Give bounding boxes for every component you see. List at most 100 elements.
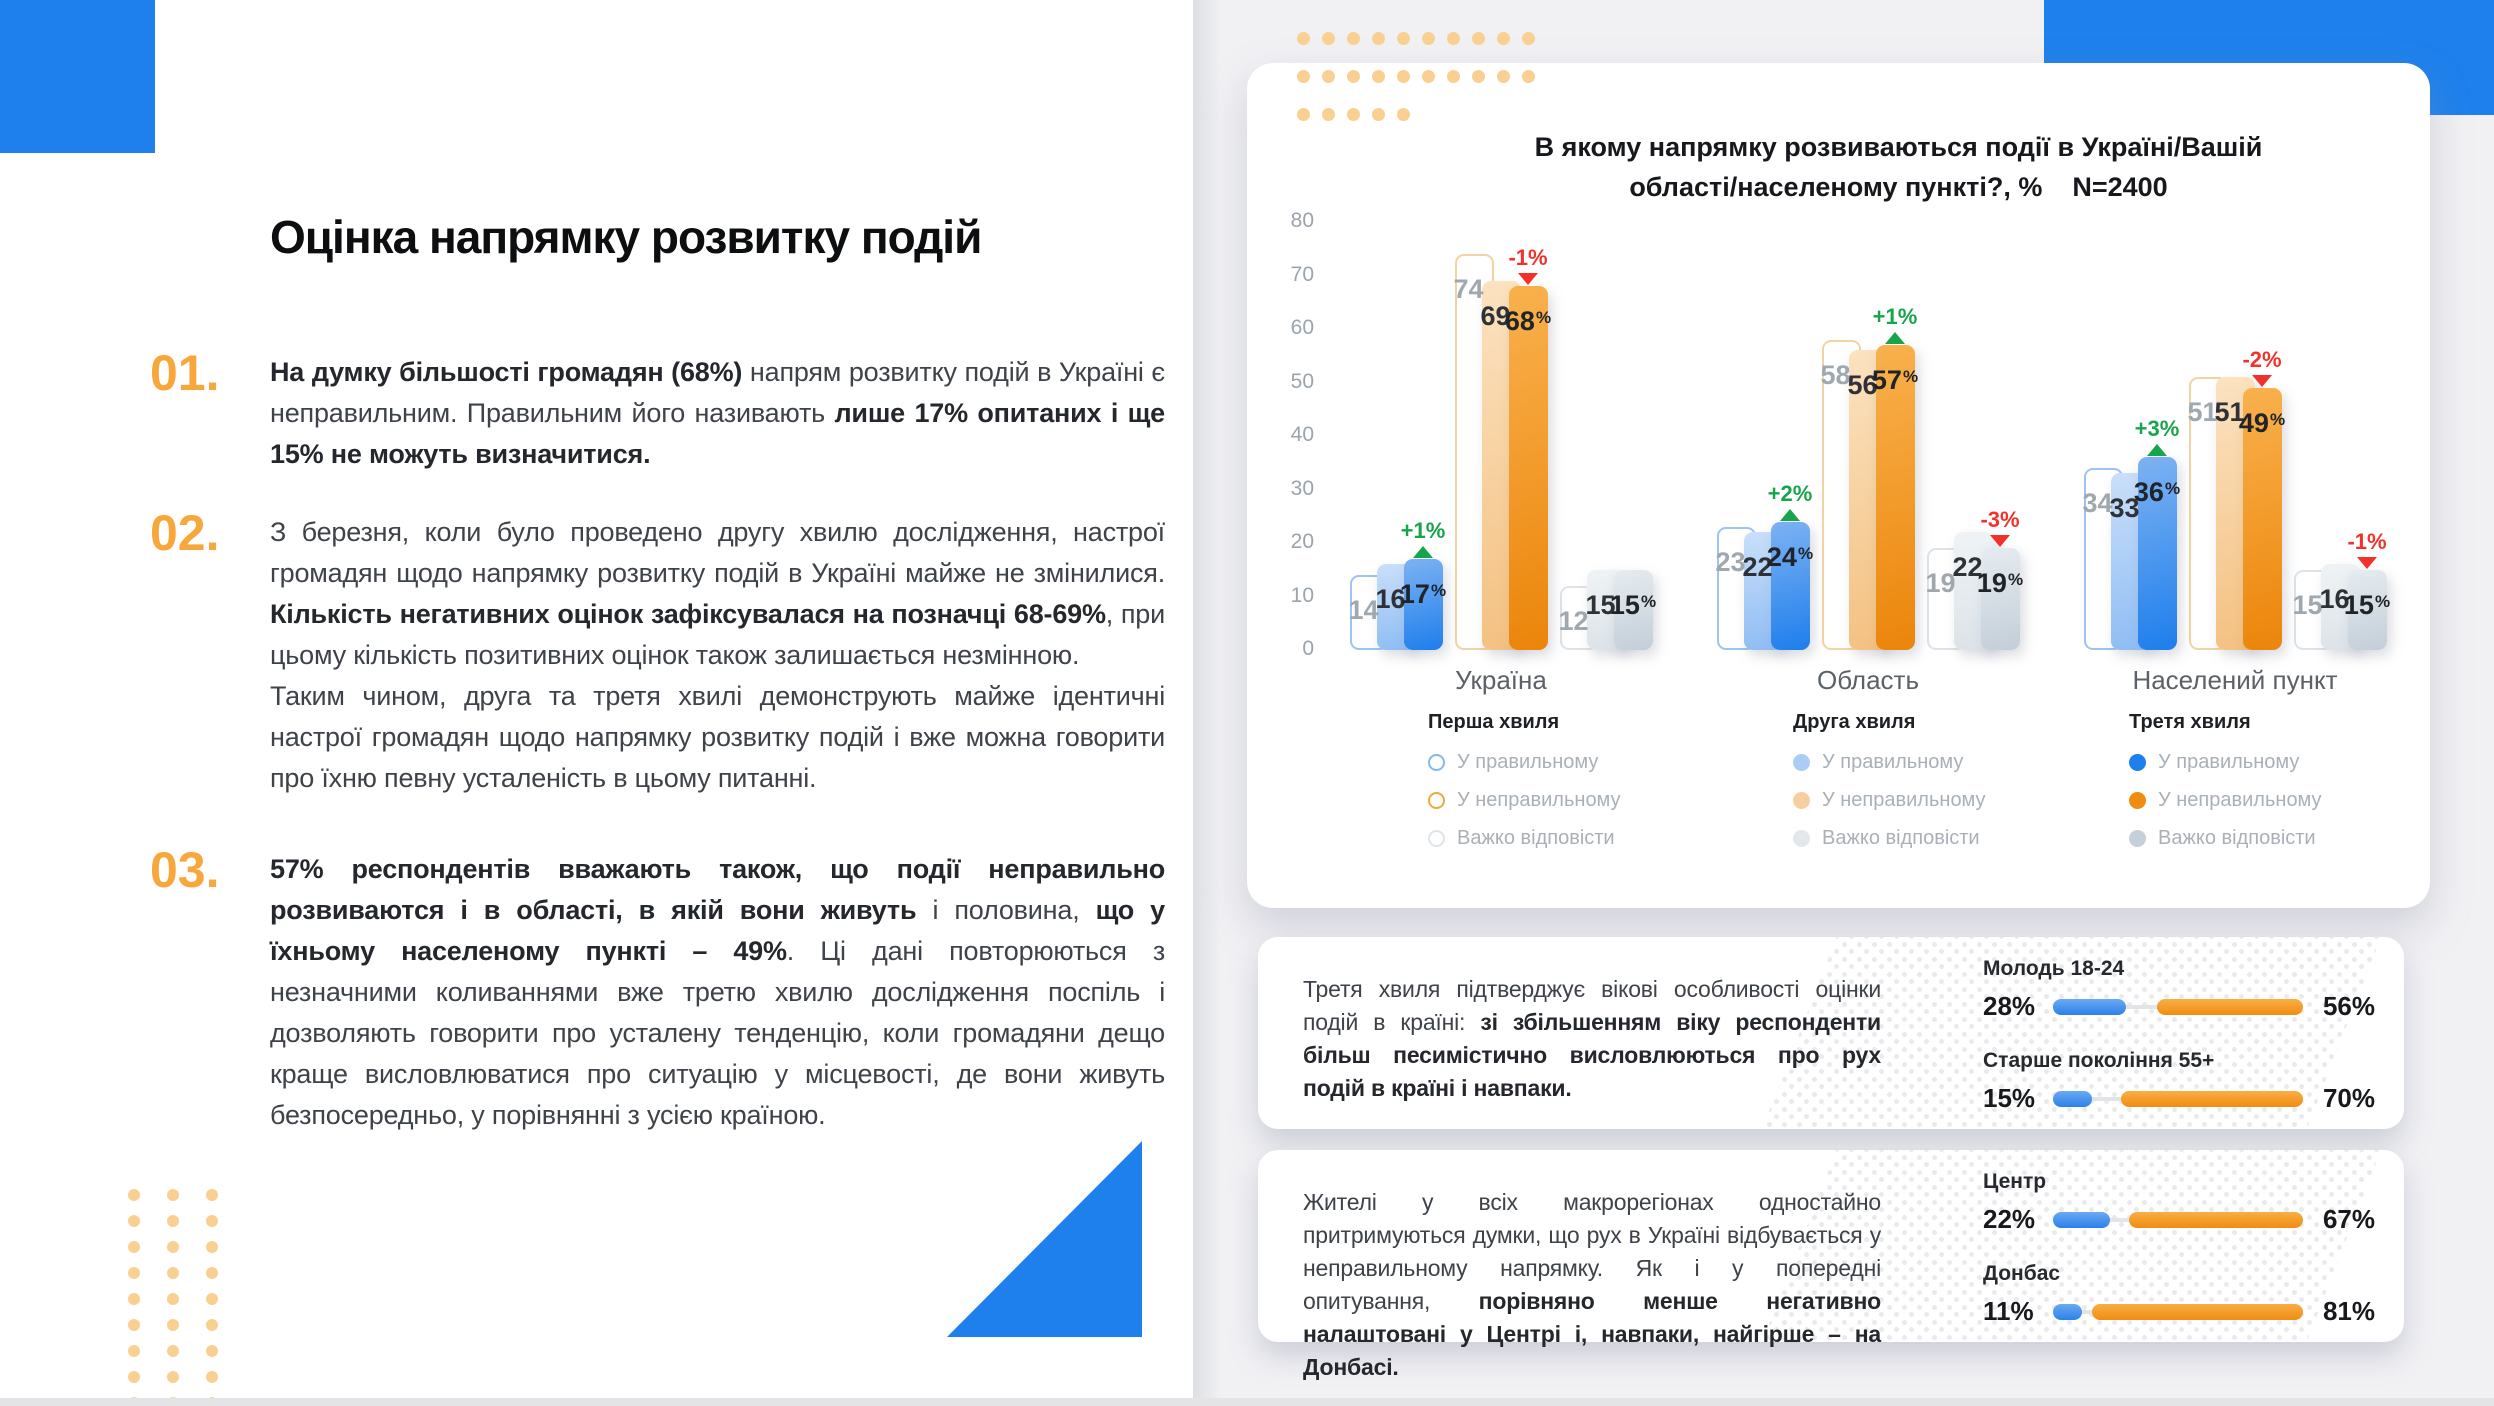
- bar-value-label: 49%: [2238, 407, 2286, 438]
- delta-arrow-down-icon: [2357, 556, 2377, 569]
- insight-card-1: Третя хвиля підтверджує вікові особливос…: [1258, 937, 2404, 1129]
- yellow-dot: [128, 1293, 140, 1305]
- percent-sign: %: [1902, 367, 1919, 387]
- legend-label: У неправильному: [1822, 788, 1986, 811]
- legend-label: У неправильному: [1457, 788, 1621, 811]
- yellow-dot: [1347, 32, 1360, 45]
- bar-value-label: 34: [2082, 488, 2113, 519]
- stat-left-bar: [2053, 998, 2126, 1015]
- text-segment: Третя хвиля підтверджує вікові особливос…: [1303, 976, 1881, 1035]
- percent-sign: %: [1535, 308, 1552, 328]
- percent-sign: %: [2374, 591, 2391, 611]
- delta-badge: +3%: [2112, 416, 2202, 457]
- yellow-dot: [206, 1293, 218, 1305]
- percent-sign: %: [1430, 581, 1447, 601]
- bar-value-label: 14: [1348, 595, 1379, 626]
- insight-card-2: Жителі у всіх макрорегіонах одностайно п…: [1258, 1150, 2404, 1380]
- bar-value-label: 58: [1820, 359, 1851, 390]
- stat-left-bar: [2053, 1303, 2082, 1320]
- yellow-dot: [1297, 32, 1310, 45]
- stat-left-value: 22%: [1983, 1204, 2036, 1234]
- yellow-dot: [1447, 70, 1460, 83]
- yellow-dot: [1347, 108, 1360, 121]
- delta-text: -3%: [1980, 507, 2020, 533]
- legend-label: У неправильному: [2158, 788, 2322, 811]
- text-segment: З березня, коли було проведено другу хви…: [270, 517, 1173, 588]
- yellow-dot: [206, 1241, 218, 1253]
- text-segment: що у їхньому населеному пункті – 49%: [270, 895, 1173, 966]
- yellow-dot: [206, 1319, 218, 1331]
- delta-badge: +1%: [1378, 518, 1468, 559]
- stat-right-bar: [2121, 1090, 2303, 1107]
- text-segment: . Ці дані повторюються з незначними коли…: [270, 936, 1173, 1130]
- stat-label: Молодь 18-24: [1983, 957, 2125, 980]
- yellow-dot: [1372, 108, 1385, 121]
- stat-label: Центр: [1983, 1170, 2047, 1193]
- point-2: 02. З березня, коли було проведено другу …: [150, 505, 1165, 799]
- chart-bar-wrong-wave3: [2242, 387, 2282, 650]
- stat-row: Молодь 18-24 28% 56%: [1983, 957, 2375, 1022]
- text-segment: і половина,: [932, 895, 1096, 925]
- yellow-dot: [1397, 108, 1410, 121]
- ytick-label: 0: [1302, 637, 1314, 660]
- yellow-dot: [128, 1189, 140, 1201]
- bar-value-label: 23: [1715, 546, 1746, 577]
- text-segment: Кількість негативних оцінок зафіксувалас…: [270, 599, 1106, 629]
- yellow-dot: [1322, 108, 1335, 121]
- yellow-dot: [1297, 108, 1310, 121]
- legend-item: Важко відповісти: [2129, 826, 2459, 850]
- legend-label: Важко відповісти: [1822, 826, 1980, 849]
- text-segment: напрям розвитку подій в Україні є неправ…: [270, 357, 1173, 428]
- delta-text: +3%: [2134, 416, 2180, 442]
- stat-left-value: 28%: [1983, 991, 2036, 1021]
- stat-right-bar: [2157, 998, 2303, 1015]
- legend-swatch-hard-icon: [1793, 829, 1810, 847]
- group-label: Україна: [1455, 665, 1547, 695]
- yellow-dot: [1347, 70, 1360, 83]
- bar-value-label: 15%: [2343, 589, 2391, 620]
- legend-label: Важко відповісти: [1457, 826, 1615, 849]
- point-number: 01.: [150, 345, 220, 401]
- bar-value-label: 51: [2214, 397, 2245, 428]
- yellow-dot: [128, 1241, 140, 1253]
- percent-sign: %: [2164, 479, 2181, 499]
- legend-label: У правильному: [1457, 750, 1599, 773]
- chart-bar-right-wave3: [2137, 457, 2177, 650]
- yellow-dot: [206, 1267, 218, 1279]
- chart-bar-wrong-wave3: [1508, 286, 1548, 650]
- stat-label: Старше покоління 55+: [1983, 1049, 2215, 1072]
- ytick-label: 40: [1290, 423, 1314, 446]
- stat-left-bar: [2053, 1090, 2092, 1107]
- bar-value-label: 74: [1453, 274, 1484, 305]
- legend-item: У неправильному: [1793, 788, 2123, 812]
- point-text: На думку більшості громадян (68%) напрям…: [270, 352, 1165, 475]
- delta-text: -1%: [2347, 528, 2387, 554]
- yellow-dot: [1322, 70, 1335, 83]
- legend-swatch-right-icon: [1793, 753, 1810, 771]
- yellow-dot: [1372, 70, 1385, 83]
- stat-left-value: 15%: [1983, 1083, 2036, 1113]
- yellow-dot: [128, 1371, 140, 1383]
- ytick-label: 20: [1290, 530, 1314, 553]
- stat-right-value: 56%: [2322, 991, 2375, 1021]
- bar-value-label: 15: [1585, 589, 1616, 620]
- percent-sign: %: [1797, 543, 1814, 563]
- delta-text: -1%: [1508, 245, 1548, 271]
- legend-label: У правильному: [2158, 750, 2300, 773]
- chart-bar-wrong-wave3: [1875, 345, 1915, 650]
- legend-swatch-right-icon: [2129, 753, 2146, 771]
- legend-swatch-hard-icon: [1428, 829, 1445, 847]
- dots-row: [1297, 32, 1535, 45]
- delta-text: +2%: [1767, 480, 1813, 506]
- stat-left-bar: [2053, 1211, 2111, 1228]
- stat-bar: 22% 67%: [1983, 1204, 2375, 1235]
- legend-item: У правильному: [1793, 750, 2123, 774]
- yellow-dot: [1422, 70, 1435, 83]
- yellow-dot: [1297, 70, 1310, 83]
- blue-square-top-left-decoration: [0, 0, 155, 153]
- legend-swatch-wrong-icon: [1793, 791, 1810, 809]
- delta-text: +1%: [1400, 518, 1446, 544]
- bar-value-label: 17%: [1399, 579, 1447, 610]
- yellow-dot: [167, 1241, 179, 1253]
- chart-bar-right-wave3: [1770, 521, 1810, 650]
